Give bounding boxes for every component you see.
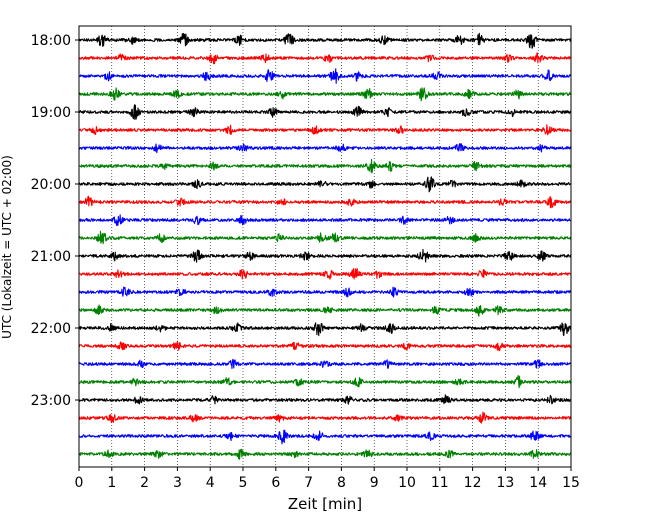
seismogram-trace bbox=[78, 268, 572, 280]
y-tick-label: 22:00 bbox=[31, 321, 71, 337]
x-tick-label: 0 bbox=[75, 475, 84, 491]
seismogram-trace bbox=[78, 286, 572, 298]
y-tick-label: 19:00 bbox=[31, 105, 71, 121]
seismogram-trace bbox=[78, 158, 572, 174]
x-axis-label: Zeit [min] bbox=[288, 495, 362, 513]
x-tick-label: 8 bbox=[337, 475, 346, 491]
seismogram-trace bbox=[78, 230, 572, 245]
x-tick-label: 5 bbox=[239, 475, 248, 491]
seismogram-trace bbox=[78, 104, 572, 121]
seismogram-trace bbox=[78, 322, 572, 337]
seismogram-trace bbox=[78, 248, 572, 263]
x-tick-label: 6 bbox=[271, 475, 280, 491]
seismogram-trace bbox=[78, 340, 572, 352]
trace-group bbox=[78, 32, 572, 460]
y-tick-label: 20:00 bbox=[31, 177, 71, 193]
y-axis-label: UTC (Lokalzeit = UTC + 02:00) bbox=[0, 155, 14, 339]
x-tick-label: 3 bbox=[173, 475, 182, 491]
x-tick-label: 11 bbox=[431, 475, 449, 491]
y-tick-label: 18:00 bbox=[31, 33, 71, 49]
x-tick-label: 7 bbox=[304, 475, 313, 491]
x-tick-label: 2 bbox=[140, 475, 149, 491]
x-tick-label: 10 bbox=[398, 475, 416, 491]
seismogram-trace bbox=[78, 304, 572, 317]
seismogram-trace bbox=[78, 176, 572, 193]
x-tick-label: 15 bbox=[562, 475, 580, 491]
seismogram-trace bbox=[78, 124, 572, 136]
seismogram-trace bbox=[78, 374, 572, 389]
seismogram-trace bbox=[78, 32, 572, 49]
x-tick-label: 9 bbox=[370, 475, 379, 491]
seismogram-trace bbox=[78, 52, 572, 65]
seismogram-trace bbox=[78, 214, 572, 227]
seismogram-trace bbox=[78, 429, 572, 445]
seismogram-trace bbox=[78, 68, 572, 84]
x-axis-ticks: 0 1 2 3 4 5 6 7 8 9 10 11 12 13 14 15 bbox=[75, 467, 580, 491]
y-tick-label: 21:00 bbox=[31, 249, 71, 265]
seismogram-trace bbox=[78, 448, 572, 460]
seismogram-trace bbox=[78, 87, 572, 102]
seismogram-trace bbox=[78, 195, 572, 209]
x-tick-label: 12 bbox=[464, 475, 482, 491]
seismogram-trace bbox=[78, 358, 572, 369]
plot-frame bbox=[78, 25, 572, 468]
x-tick-label: 13 bbox=[496, 475, 514, 491]
x-tick-label: 1 bbox=[107, 475, 116, 491]
seismogram-trace bbox=[78, 394, 572, 405]
x-tick-label: 4 bbox=[206, 475, 215, 491]
seismogram-trace bbox=[78, 411, 572, 424]
x-tick-label: 14 bbox=[529, 475, 547, 491]
seismogram-trace bbox=[78, 143, 572, 154]
y-tick-label: 23:00 bbox=[31, 393, 71, 409]
y-axis-ticks: 18:00 19:00 20:00 21:00 22:00 23:00 bbox=[31, 33, 79, 409]
